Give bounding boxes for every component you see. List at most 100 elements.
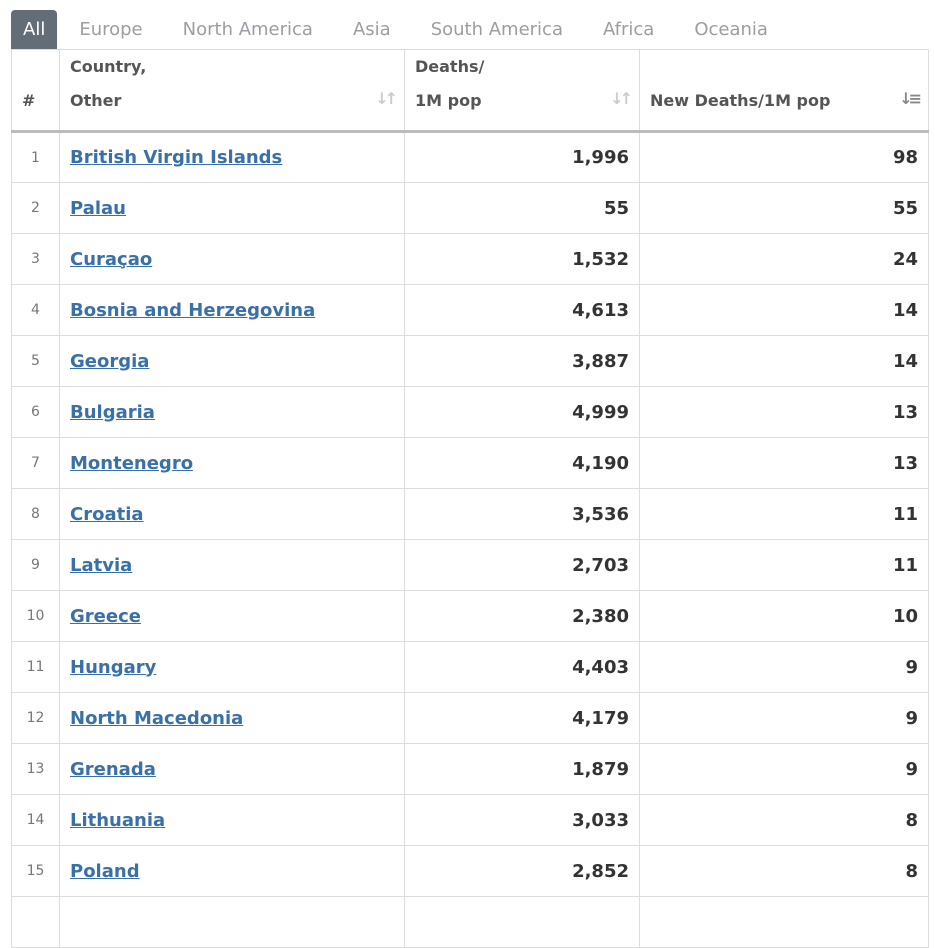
country-link[interactable]: Poland	[70, 860, 140, 882]
header-new-deaths-per-1m[interactable]: New Deaths/1M pop ↓≡	[639, 49, 929, 133]
country-link[interactable]: Hungary	[70, 656, 157, 678]
sort-icon: ↓↑	[375, 89, 398, 108]
new-deaths-per-1m-cell: 98	[639, 131, 929, 183]
country-link[interactable]: Croatia	[70, 503, 144, 525]
table-row: 1 British Virgin Islands 1,996 98	[11, 131, 929, 183]
deaths-per-1m-cell: 4,403	[404, 641, 640, 693]
country-cell: Poland	[59, 845, 405, 897]
table-row: 2 Palau 55 55	[11, 182, 929, 234]
header-deaths-label: Deaths/1M pop	[415, 57, 485, 110]
country-link[interactable]: Montenegro	[70, 452, 194, 474]
new-deaths-per-1m-cell: 11	[639, 488, 929, 540]
country-link[interactable]: British Virgin Islands	[70, 147, 283, 168]
new-deaths-per-1m-cell: 13	[639, 386, 929, 438]
table-row: 7 Montenegro 4,190 13	[11, 437, 929, 489]
deaths-per-1m-cell: 1,996	[404, 131, 640, 183]
country-link[interactable]: North Macedonia	[70, 707, 244, 729]
country-cell: Palau	[59, 182, 405, 234]
table-row: 10 Greece 2,380 10	[11, 590, 929, 642]
rank-cell: 15	[11, 845, 60, 897]
table-row: 6 Bulgaria 4,999 13	[11, 386, 929, 438]
new-deaths-per-1m-cell: 10	[639, 590, 929, 642]
sort-icon: ↓↑	[610, 89, 633, 108]
new-deaths-per-1m-cell: 9	[639, 743, 929, 795]
deaths-per-1m-cell: 2,380	[404, 590, 640, 642]
tab-europe[interactable]: Europe	[79, 19, 143, 40]
deaths-per-1m-cell: 4,999	[404, 386, 640, 438]
country-link[interactable]: Bosnia and Herzegovina	[70, 299, 316, 321]
rank-cell: 14	[11, 794, 60, 846]
rank-cell: 13	[11, 743, 60, 795]
country-link[interactable]: Georgia	[70, 350, 150, 372]
country-link[interactable]: Latvia	[70, 554, 133, 576]
table-row: 12 North Macedonia 4,179 9	[11, 692, 929, 744]
country-cell: Curaçao	[59, 233, 405, 285]
country-cell: Hungary	[59, 641, 405, 693]
deaths-per-1m-cell: 3,887	[404, 335, 640, 387]
new-deaths-per-1m-cell: 8	[639, 845, 929, 897]
country-cell: Grenada	[59, 743, 405, 795]
header-country-label: Country, Other	[70, 57, 147, 110]
rank-cell: 10	[11, 590, 60, 642]
new-deaths-per-1m-cell: 55	[639, 182, 929, 234]
tab-oceania[interactable]: Oceania	[694, 19, 768, 40]
table-row: 5 Georgia 3,887 14	[11, 335, 929, 387]
rank-cell: 2	[11, 182, 60, 234]
countries-table: # Country, Other ↓↑ Deaths/1M pop ↓↑ New De…	[11, 49, 929, 948]
rank-cell: 11	[11, 641, 60, 693]
country-cell: Greece	[59, 590, 405, 642]
table-row: 4 Bosnia and Herzegovina 4,613 14	[11, 284, 929, 336]
new-deaths-per-1m-cell: 14	[639, 284, 929, 336]
table-header-row: # Country, Other ↓↑ Deaths/1M pop ↓↑ New De…	[11, 49, 929, 133]
rank-cell: 9	[11, 539, 60, 591]
deaths-per-1m-cell: 2,703	[404, 539, 640, 591]
region-tabs: All Europe North America Asia South America A…	[11, 10, 788, 49]
country-link[interactable]: Lithuania	[70, 809, 166, 831]
rank-cell: 1	[11, 131, 60, 183]
table-row: 15 Poland 2,852 8	[11, 845, 929, 897]
rank-cell: 7	[11, 437, 60, 489]
table-row: 11 Hungary 4,403 9	[11, 641, 929, 693]
rank-cell: 6	[11, 386, 60, 438]
tab-all[interactable]: All	[11, 10, 58, 49]
country-link[interactable]: Greece	[70, 605, 141, 627]
rank-cell: 3	[11, 233, 60, 285]
table-row: 14 Lithuania 3,033 8	[11, 794, 929, 846]
country-cell: Bosnia and Herzegovina	[59, 284, 405, 336]
new-deaths-per-1m-cell: 9	[639, 641, 929, 693]
sort-descending-icon: ↓≡	[899, 89, 922, 108]
header-deaths-per-1m[interactable]: Deaths/1M pop ↓↑	[404, 49, 640, 133]
deaths-per-1m-cell: 3,033	[404, 794, 640, 846]
header-country[interactable]: Country, Other ↓↑	[59, 49, 405, 133]
rank-cell: 12	[11, 692, 60, 744]
deaths-per-1m-cell: 55	[404, 182, 640, 234]
deaths-per-1m-cell: 1,532	[404, 233, 640, 285]
new-deaths-per-1m-cell: 8	[639, 794, 929, 846]
country-link[interactable]: Bulgaria	[70, 401, 155, 423]
deaths-per-1m-cell: 2,852	[404, 845, 640, 897]
table-row: 13 Grenada 1,879 9	[11, 743, 929, 795]
country-link[interactable]: Grenada	[70, 758, 156, 780]
deaths-per-1m-cell: 4,179	[404, 692, 640, 744]
header-new-deaths-label: New Deaths/1M pop	[650, 91, 831, 110]
header-rank[interactable]: #	[11, 49, 60, 133]
country-cell: Latvia	[59, 539, 405, 591]
table-row: 8 Croatia 3,536 11	[11, 488, 929, 540]
new-deaths-per-1m-cell: 14	[639, 335, 929, 387]
country-link[interactable]: Curaçao	[70, 248, 153, 270]
tab-south-america[interactable]: South America	[430, 19, 563, 40]
tab-africa[interactable]: Africa	[603, 19, 655, 40]
new-deaths-per-1m-cell: 24	[639, 233, 929, 285]
tab-asia[interactable]: Asia	[352, 19, 391, 40]
tab-north-america[interactable]: North America	[182, 19, 313, 40]
new-deaths-per-1m-cell: 13	[639, 437, 929, 489]
country-cell: Croatia	[59, 488, 405, 540]
deaths-per-1m-cell: 3,536	[404, 488, 640, 540]
rank-cell: 5	[11, 335, 60, 387]
country-cell: Georgia	[59, 335, 405, 387]
country-cell: North Macedonia	[59, 692, 405, 744]
new-deaths-per-1m-cell: 11	[639, 539, 929, 591]
rank-cell: 8	[11, 488, 60, 540]
country-cell: British Virgin Islands	[59, 131, 405, 183]
country-link[interactable]: Palau	[70, 197, 126, 219]
